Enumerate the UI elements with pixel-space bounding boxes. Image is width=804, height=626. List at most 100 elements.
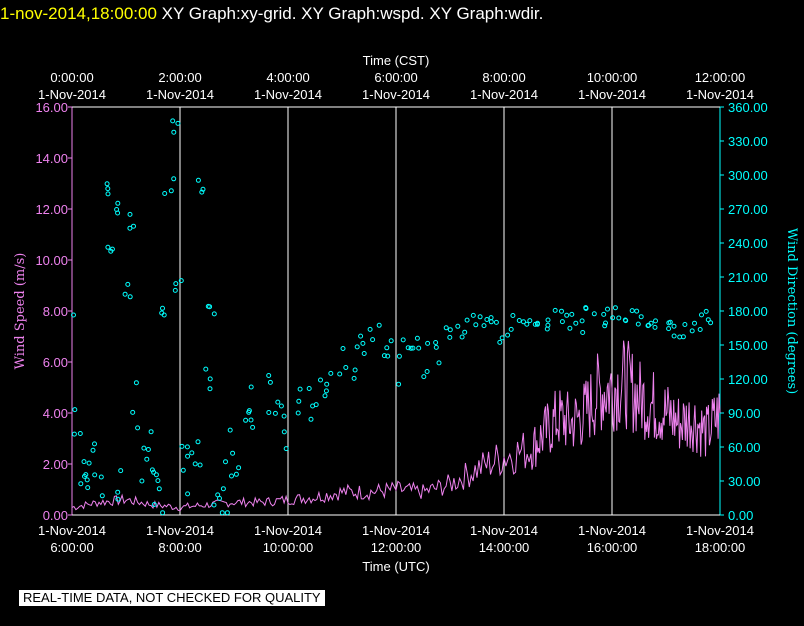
wind-direction-point (160, 305, 165, 311)
wind-direction-point (155, 478, 161, 484)
top-tick-time: 8:00:00 (482, 70, 525, 85)
wind-direction-point (671, 323, 677, 329)
bottom-tick-date: 1-Nov-2014 (254, 523, 322, 538)
wind-direction-point (313, 402, 319, 408)
top-tick-date: 1-Nov-2014 (578, 87, 646, 102)
right-tick-label: 330.00 (728, 134, 768, 149)
wind-direction-point (488, 315, 494, 321)
right-tick-label: 270.00 (728, 202, 768, 217)
wind-direction-point (552, 307, 558, 313)
top-tick-date: 1-Nov-2014 (686, 87, 754, 102)
wind-direction-point (545, 322, 551, 328)
wind-direction-point (197, 462, 203, 468)
left-tick-label: 2.00 (43, 457, 68, 472)
wind-direction-point (211, 502, 217, 508)
wind-direction-point (545, 317, 551, 323)
wind-direction-point (272, 410, 278, 416)
wind-direction-point (199, 189, 205, 195)
top-tick-time: 6:00:00 (374, 70, 417, 85)
wind-direction-point (115, 489, 121, 495)
wind-direction-point (308, 416, 314, 422)
wind-direction-point (400, 337, 406, 343)
wind-direction-point (297, 386, 303, 392)
wind-direction-point (705, 317, 711, 323)
wind-direction-point (92, 441, 97, 447)
wind-direction-point (162, 191, 168, 196)
wind-direction-point (666, 326, 672, 332)
bottom-tick-date: 1-Nov-2014 (578, 523, 646, 538)
wind-direction-point (370, 337, 376, 343)
wind-direction-point (580, 330, 586, 335)
wind-direction-point (354, 344, 360, 350)
wind-direction-point (246, 408, 252, 414)
wind-direction-point (421, 374, 427, 380)
bottom-tick-time: 12:00:00 (371, 540, 422, 555)
wind-direction-point (414, 335, 420, 341)
wind-direction-point (616, 315, 622, 321)
wind-direction-point (481, 323, 487, 329)
wind-direction-point (343, 365, 349, 370)
wind-direction-point (105, 186, 111, 192)
wind-direction-point (144, 456, 150, 462)
top-tick-time: 10:00:00 (587, 70, 638, 85)
wind-direction-point (569, 311, 575, 317)
bottom-tick-time: 18:00:00 (695, 540, 746, 555)
wind-direction-point (130, 409, 136, 415)
left-tick-label: 8.00 (43, 304, 68, 319)
wind-direction-point (203, 366, 209, 372)
wind-direction-point (473, 322, 479, 328)
wind-direction-point (408, 345, 414, 351)
wind-direction-point (115, 210, 121, 216)
wind-direction-point (318, 377, 323, 383)
wind-direction-point (223, 459, 228, 465)
wind-direction-point (680, 334, 686, 340)
wind-direction-point (567, 325, 573, 331)
wind-direction-point (470, 312, 476, 318)
wind-direction-point (648, 320, 654, 326)
wind-direction-point (622, 317, 628, 323)
wind-direction-point (436, 360, 442, 366)
left-tick-label: 10.00 (35, 253, 68, 268)
wind-direction-point (151, 502, 157, 507)
wind-direction-point (652, 324, 658, 330)
wind-direction-point (516, 318, 522, 323)
left-tick-label: 0.00 (43, 508, 68, 523)
top-tick-time: 4:00:00 (266, 70, 309, 85)
wind-direction-point (86, 460, 92, 466)
wind-direction-point (105, 191, 111, 197)
wind-direction-point (564, 312, 570, 318)
wind-direction-point (170, 118, 176, 124)
wind-direction-point (85, 485, 91, 491)
wind-direction-point (153, 472, 159, 478)
header-title: XY Graph:xy-grid. XY Graph:wspd. XY Grap… (161, 4, 544, 23)
wind-direction-point (184, 444, 190, 450)
wind-direction-point (148, 429, 154, 435)
right-tick-label: 150.00 (728, 338, 768, 353)
left-tick-label: 12.00 (35, 202, 68, 217)
wind-direction-point (645, 323, 651, 329)
wind-direction-point (360, 340, 366, 346)
wind-direction-point (484, 317, 490, 322)
wind-direction-point (127, 294, 133, 300)
right-tick-label: 60.00 (728, 440, 761, 455)
wind-direction-point (185, 453, 191, 459)
top-tick-date: 1-Nov-2014 (254, 87, 322, 102)
wind-direction-point (591, 311, 597, 317)
right-tick-label: 360.00 (728, 100, 768, 115)
wind-direction-point (250, 424, 256, 430)
wind-direction-point (505, 332, 511, 338)
wind-direction-point (168, 188, 174, 194)
wind-direction-point (671, 333, 677, 339)
wind-direction-point (699, 312, 704, 318)
bottom-tick-time: 8:00:00 (158, 540, 201, 555)
wind-direction-point (211, 311, 217, 317)
wind-direction-point (527, 318, 533, 324)
wind-direction-point (367, 326, 373, 332)
wind-direction-point (248, 417, 254, 423)
wind-direction-point (278, 403, 284, 409)
bottom-tick-date: 1-Nov-2014 (686, 523, 754, 538)
wind-direction-point (323, 388, 329, 394)
wind-direction-point (638, 314, 644, 320)
top-tick-date: 1-Nov-2014 (38, 87, 106, 102)
wind-direction-point (171, 176, 177, 182)
